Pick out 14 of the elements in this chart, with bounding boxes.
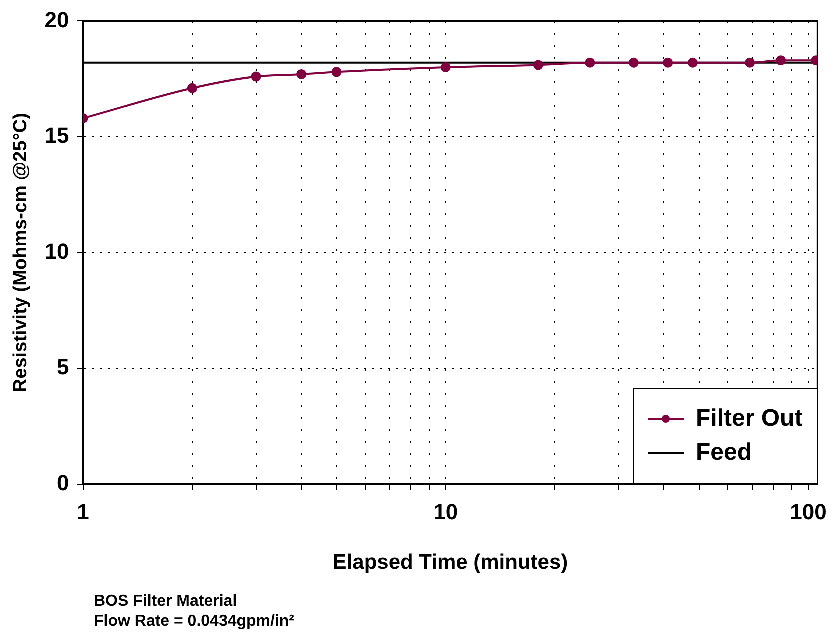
x-tick-label: 10 — [434, 500, 458, 525]
y-tick-label: 0 — [57, 470, 70, 496]
y-axis-title: Resistivity (Mohms-cm @25°C) — [10, 113, 32, 393]
y-tick-label: 20 — [44, 7, 70, 32]
y-tick-label: 10 — [44, 238, 70, 264]
text: BOS Filter Material — [94, 592, 238, 612]
x-tick-label: 100 — [790, 500, 827, 525]
legend-label: Feed — [696, 439, 752, 468]
y-tick-label: 5 — [57, 354, 70, 380]
text: Flow Rate = 0.0434gpm/in² — [94, 612, 294, 632]
x-tick-label: 1 — [77, 500, 90, 525]
legend-label: Filter Out — [696, 405, 803, 434]
y-tick-label: 15 — [44, 123, 70, 148]
x-axis-title: Elapsed Time (minutes) — [332, 551, 568, 574]
